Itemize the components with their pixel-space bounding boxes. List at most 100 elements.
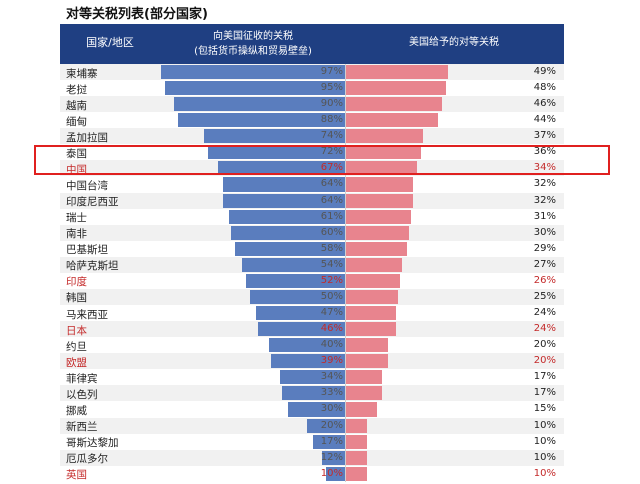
bar-tariff-on-us <box>312 434 345 449</box>
country-label: 中国台湾 <box>66 179 108 192</box>
value-label-right: 31% <box>533 210 556 222</box>
bar-us-reciprocal-tariff <box>346 466 367 481</box>
bar-tariff-on-us <box>160 65 345 80</box>
country-label: 挪威 <box>66 404 87 417</box>
value-label-left: 40% <box>320 339 343 351</box>
value-label-left: 72% <box>320 146 343 158</box>
bar-tariff-on-us <box>229 209 345 224</box>
bar-tariff-on-us <box>217 161 345 176</box>
value-label-left: 34% <box>320 371 343 383</box>
bar-us-reciprocal-tariff <box>346 273 401 288</box>
header-left-line2: (包括货币操纵和贸易壁垒) <box>194 46 312 57</box>
value-label-left: 74% <box>320 130 343 142</box>
value-label-left: 64% <box>320 194 343 206</box>
header-left-column: 向美国征收的关税 (包括货币操纵和贸易壁垒) <box>160 29 346 59</box>
table-row <box>60 433 564 450</box>
bar-tariff-on-us <box>280 370 345 385</box>
value-label-left: 52% <box>320 274 343 286</box>
value-label-right: 17% <box>533 387 556 399</box>
bar-tariff-on-us <box>164 81 345 96</box>
bar-tariff-on-us <box>223 177 345 192</box>
bar-tariff-on-us <box>322 450 345 465</box>
header-left-line1: 向美国征收的关税 <box>213 31 293 42</box>
value-label-right: 30% <box>533 226 556 238</box>
country-label: 哈萨克斯坦 <box>66 260 119 273</box>
country-label: 孟加拉国 <box>66 131 108 144</box>
value-label-left: 50% <box>320 290 343 302</box>
value-label-left: 58% <box>320 242 343 254</box>
bar-tariff-on-us <box>246 273 345 288</box>
value-label-right: 32% <box>533 194 556 206</box>
bar-us-reciprocal-tariff <box>346 289 399 305</box>
bar-tariff-on-us <box>204 129 345 144</box>
value-label-left: 64% <box>320 178 343 190</box>
bar-tariff-on-us <box>250 289 345 305</box>
page-title: 对等关税列表(部分国家) <box>66 7 208 22</box>
value-label-left: 12% <box>320 451 343 463</box>
value-label-left: 47% <box>320 307 343 319</box>
value-label-left: 33% <box>320 387 343 399</box>
table-row <box>60 449 564 466</box>
value-label-right: 26% <box>533 274 556 286</box>
value-label-right: 37% <box>533 130 556 142</box>
value-label-left: 54% <box>320 258 343 270</box>
china-row-highlight <box>34 145 610 175</box>
bar-us-reciprocal-tariff <box>346 177 413 192</box>
bar-tariff-on-us <box>208 145 345 160</box>
bar-us-reciprocal-tariff <box>346 257 403 272</box>
bar-us-reciprocal-tariff <box>346 113 438 128</box>
bar-us-reciprocal-tariff <box>346 450 367 465</box>
bar-tariff-on-us <box>174 97 345 112</box>
country-label: 越南 <box>66 99 87 112</box>
column-divider <box>345 64 346 482</box>
bar-us-reciprocal-tariff <box>346 418 367 433</box>
value-label-left: 88% <box>320 114 343 126</box>
value-label-left: 67% <box>320 162 343 174</box>
country-label: 中国 <box>66 163 87 176</box>
value-label-left: 46% <box>320 323 343 335</box>
value-label-left: 97% <box>320 66 343 77</box>
bar-tariff-on-us <box>257 322 345 337</box>
bar-us-reciprocal-tariff <box>346 338 388 353</box>
country-label: 巴基斯坦 <box>66 244 108 257</box>
country-label: 马来西亚 <box>66 308 108 321</box>
country-label: 欧盟 <box>66 356 87 369</box>
value-label-right: 29% <box>533 242 556 254</box>
bar-tariff-on-us <box>177 113 345 128</box>
country-label: 哥斯达黎加 <box>66 437 119 450</box>
bar-us-reciprocal-tariff <box>346 161 418 176</box>
bar-us-reciprocal-tariff <box>346 145 422 160</box>
country-label: 老挝 <box>66 83 87 96</box>
country-label: 印度尼西亚 <box>66 196 119 209</box>
bar-us-reciprocal-tariff <box>346 241 407 256</box>
country-label: 缅甸 <box>66 115 87 128</box>
value-label-left: 20% <box>320 419 343 431</box>
bar-us-reciprocal-tariff <box>346 354 388 369</box>
value-label-right: 46% <box>533 98 556 110</box>
bar-tariff-on-us <box>270 354 345 369</box>
bar-us-reciprocal-tariff <box>346 81 447 96</box>
header-right-column: 美国给予的对等关税 <box>409 37 499 48</box>
bar-tariff-on-us <box>288 402 345 417</box>
country-label: 约旦 <box>66 340 87 353</box>
value-label-right: 10% <box>533 435 556 447</box>
bar-tariff-on-us <box>255 306 345 321</box>
country-label: 新西兰 <box>66 421 98 434</box>
country-label: 南非 <box>66 228 87 241</box>
country-label: 英国 <box>66 469 87 482</box>
value-label-left: 95% <box>320 82 343 94</box>
value-label-right: 20% <box>533 339 556 351</box>
value-label-right: 15% <box>533 403 556 415</box>
bar-us-reciprocal-tariff <box>346 97 443 112</box>
value-label-left: 39% <box>320 355 343 367</box>
value-label-right: 49% <box>533 66 556 77</box>
bar-tariff-on-us <box>242 257 345 272</box>
country-label: 瑞士 <box>66 212 87 225</box>
bar-us-reciprocal-tariff <box>346 209 411 224</box>
value-label-left: 10% <box>320 467 343 479</box>
bar-tariff-on-us <box>282 386 345 401</box>
value-label-right: 10% <box>533 451 556 463</box>
value-label-right: 36% <box>533 146 556 158</box>
value-label-left: 30% <box>320 403 343 415</box>
value-label-left: 60% <box>320 226 343 238</box>
